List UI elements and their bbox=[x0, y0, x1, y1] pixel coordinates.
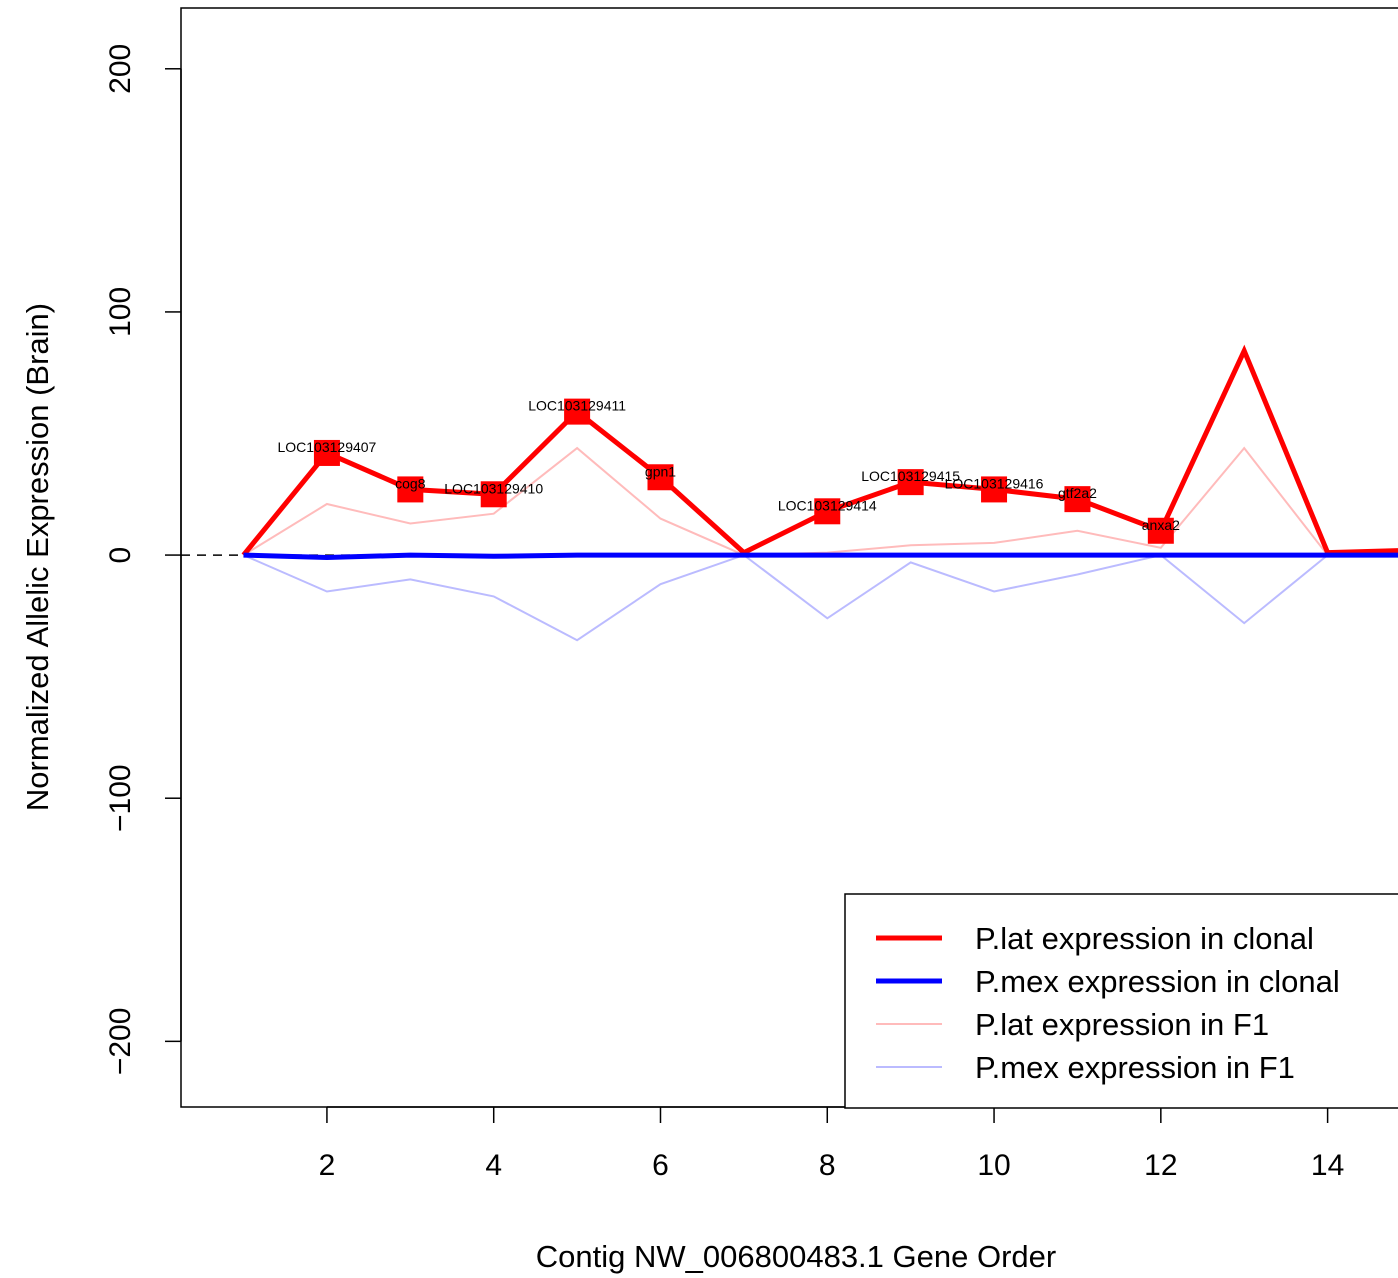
y-axis: −200 −100 0 100 200 bbox=[104, 44, 182, 1076]
x-tick-label-3: 6 bbox=[652, 1149, 669, 1182]
series-line-2 bbox=[243, 552, 1398, 561]
y-tick-label-2: −100 bbox=[104, 764, 137, 832]
data-point-marker-2 bbox=[397, 476, 424, 503]
data-point-marker-9 bbox=[1064, 486, 1091, 513]
data-point-marker-5 bbox=[647, 464, 674, 491]
data-point-label-1: LOC103129407 bbox=[277, 439, 376, 455]
markers-layer bbox=[313, 398, 1174, 544]
data-point-marker-4 bbox=[564, 398, 591, 425]
data-point-label-7: LOC103129415 bbox=[861, 468, 960, 484]
y-tick-label-4: 100 bbox=[104, 287, 137, 337]
x-tick-label-1: 2 bbox=[319, 1149, 336, 1182]
x-axis-title: Contig NW_006800483.1 Gene Order bbox=[536, 1239, 1056, 1274]
data-point-marker-1 bbox=[313, 439, 340, 466]
data-point-label-5: gpn1 bbox=[645, 463, 676, 479]
data-point-marker-6 bbox=[814, 498, 841, 525]
data-point-label-6: LOC103129414 bbox=[778, 497, 877, 513]
legend-box bbox=[844, 893, 1398, 1109]
data-point-label-10: anxa2 bbox=[1142, 517, 1180, 533]
data-point-label-3: LOC103129410 bbox=[444, 480, 543, 496]
data-point-label-8: LOC103129416 bbox=[945, 475, 1044, 491]
point-labels-layer: LOC103129407 cog8 LOC103129410 LOC103129411… bbox=[277, 398, 1180, 533]
legend-label-3: P.lat expression in F1 bbox=[975, 1007, 1269, 1042]
data-point-marker-3 bbox=[480, 481, 507, 508]
data-point-marker-10 bbox=[1147, 517, 1174, 544]
data-point-label-9: gtf2a2 bbox=[1058, 485, 1097, 501]
y-axis-title: Normalized Allelic Expression (Brain) bbox=[20, 303, 55, 811]
legend-label-1: P.lat expression in clonal bbox=[975, 921, 1314, 956]
legend-label-4: P.mex expression in F1 bbox=[975, 1050, 1295, 1085]
data-point-marker-8 bbox=[981, 476, 1008, 503]
y-tick-label-1: −200 bbox=[104, 1008, 137, 1076]
legend-label-2: P.mex expression in clonal bbox=[975, 964, 1340, 999]
x-tick-label-2: 4 bbox=[485, 1149, 502, 1182]
data-point-label-2: cog8 bbox=[395, 475, 426, 491]
series-line-4 bbox=[243, 553, 1398, 642]
data-point-marker-7 bbox=[897, 469, 924, 496]
x-tick-label-5: 10 bbox=[977, 1149, 1010, 1182]
data-point-label-4: LOC103129411 bbox=[528, 398, 626, 414]
x-tick-label-6: 12 bbox=[1144, 1149, 1177, 1182]
x-tick-label-4: 8 bbox=[819, 1149, 836, 1182]
legend: P.lat expression in clonal P.mex expressi… bbox=[844, 893, 1398, 1109]
y-tick-label-3: 0 bbox=[104, 547, 137, 564]
y-tick-label-5: 200 bbox=[104, 44, 137, 94]
x-tick-label-7: 14 bbox=[1311, 1149, 1344, 1182]
